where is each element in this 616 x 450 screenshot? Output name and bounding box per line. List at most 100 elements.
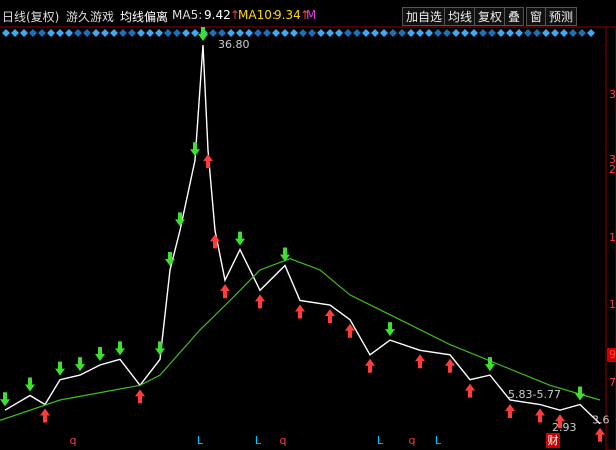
signal-diamond: [299, 29, 307, 37]
signal-diamond: [227, 29, 235, 37]
signal-arrow: [175, 212, 185, 227]
signal-arrow: [220, 284, 230, 299]
toolbar-button[interactable]: 复权: [474, 7, 507, 26]
signal-diamond: [551, 29, 559, 37]
indicator[interactable]: 均线偏离: [120, 10, 169, 24]
ma5-trend: ↑: [230, 8, 241, 22]
bottom-marker: q: [409, 434, 416, 447]
signal-arrow: [535, 408, 545, 423]
signal-arrow: [0, 392, 10, 407]
series-line: [4, 44, 601, 425]
signal-diamond: [11, 29, 19, 37]
signal-arrow: [505, 404, 515, 419]
bottom-marker: L: [435, 434, 442, 447]
signal-arrow: [555, 414, 565, 429]
signal-diamond: [38, 29, 46, 37]
signal-diamond: [83, 29, 91, 37]
signal-diamond: [425, 29, 433, 37]
right-label: 3: [609, 153, 616, 166]
signal-diamond: [182, 29, 190, 37]
signal-arrow: [575, 386, 585, 401]
bottom-marker: L: [377, 434, 384, 447]
signal-arrow: [75, 357, 85, 372]
signal-arrow: [235, 231, 245, 246]
signal-arrow: [165, 251, 175, 266]
right-label: 3: [609, 88, 616, 101]
signal-diamond: [101, 29, 109, 37]
signal-diamond: [587, 29, 595, 37]
ma5-label: MA5:: [172, 8, 203, 22]
bottom-marker: L: [255, 434, 262, 447]
signal-diamond: [515, 29, 523, 37]
bottom-marker: q: [280, 434, 287, 447]
signal-arrow: [595, 427, 605, 442]
signal-diamond: [506, 29, 514, 37]
signal-arrow: [155, 341, 165, 356]
signal-diamond: [344, 29, 352, 37]
toolbar-button[interactable]: 叠: [504, 7, 525, 26]
signal-diamond: [416, 29, 424, 37]
signal-arrow: [135, 389, 145, 404]
signal-diamond: [173, 29, 181, 37]
signal-diamond: [2, 29, 10, 37]
signal-arrow: [203, 154, 213, 169]
signal-arrow: [465, 383, 475, 398]
bottom-marker: L: [197, 434, 204, 447]
signal-diamond: [353, 29, 361, 37]
toolbar-button[interactable]: 均线: [444, 7, 477, 26]
price-annotation: 36.80: [218, 38, 250, 51]
toolbar-button[interactable]: 窗: [526, 7, 547, 26]
signal-diamond: [326, 29, 334, 37]
toolbar: 日线(复权) 游久游戏 均线偏离 MA5: 9.42 ↑ MA10: 9.34 …: [0, 6, 616, 26]
signal-diamond: [497, 29, 505, 37]
signal-diamond: [74, 29, 82, 37]
signal-diamond: [209, 29, 217, 37]
right-strip: [605, 26, 616, 450]
ma10-value: 9.34: [274, 8, 301, 22]
signal-diamond: [191, 29, 199, 37]
price-annotation: 5.83-5.77: [508, 388, 561, 401]
signal-diamond: [578, 29, 586, 37]
signal-diamond: [569, 29, 577, 37]
signal-arrow: [190, 142, 200, 157]
marker-bg: [546, 433, 560, 448]
price-annotation: 3.6: [592, 413, 610, 426]
signal-diamond: [137, 29, 145, 37]
signal-diamond: [164, 29, 172, 37]
more: M: [306, 8, 317, 22]
signal-diamond: [308, 29, 316, 37]
bottom-marker: q: [70, 434, 77, 447]
signal-diamond: [119, 29, 127, 37]
signal-diamond: [434, 29, 442, 37]
signal-diamond: [335, 29, 343, 37]
right-label: 9: [609, 348, 616, 361]
signal-diamond: [533, 29, 541, 37]
signal-arrow: [198, 26, 208, 41]
signal-arrow: [385, 322, 395, 337]
toolbar-button[interactable]: 加自选: [402, 7, 447, 26]
signal-diamond: [29, 29, 37, 37]
signal-diamond: [245, 29, 253, 37]
signal-arrow: [415, 354, 425, 369]
signal-arrow: [280, 247, 290, 262]
signal-diamond: [92, 29, 100, 37]
price-annotation: 2.93: [552, 421, 577, 434]
right-label: 7: [609, 376, 616, 389]
signal-diamond: [56, 29, 64, 37]
ma10-label: MA10:: [238, 8, 276, 22]
toolbar-button[interactable]: 预测: [545, 7, 578, 26]
right-label: 1: [609, 231, 616, 244]
ma5-value: 9.42: [204, 8, 231, 22]
signal-diamond: [47, 29, 55, 37]
signal-diamond: [281, 29, 289, 37]
signal-arrow: [295, 304, 305, 319]
signal-arrow: [95, 346, 105, 361]
signal-diamond: [443, 29, 451, 37]
signal-arrow: [485, 357, 495, 372]
signal-diamond: [371, 29, 379, 37]
signal-diamond: [488, 29, 496, 37]
signal-diamond: [389, 29, 397, 37]
period[interactable]: 日线(复权): [2, 10, 60, 24]
